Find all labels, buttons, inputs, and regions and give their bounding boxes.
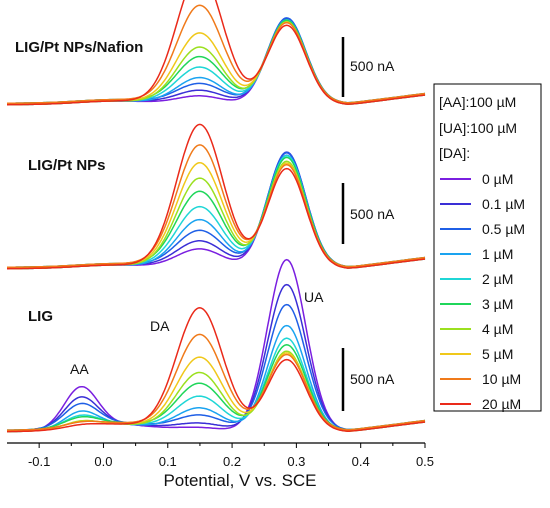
- legend-entry-label: 0.5 µM: [482, 221, 525, 237]
- legend-entry-label: 5 µM: [482, 346, 513, 362]
- legend-entry-label: 10 µM: [482, 371, 521, 387]
- series-line-20uM: [7, 307, 426, 433]
- scale-bar-label: 500 nA: [350, 58, 395, 74]
- panel-curves: [6, 258, 426, 433]
- legend-entry-label: 0 µM: [482, 171, 513, 187]
- panel-lig-pt-nps-nafion: LIG/Pt NPs/Nafion 500 nA: [7, 0, 426, 106]
- panel-curves: [7, 0, 426, 106]
- series-line-10uM: [7, 333, 426, 431]
- legend-entry-label: 0.1 µM: [482, 196, 525, 212]
- legend-entry-label: 3 µM: [482, 296, 513, 312]
- series-line-3uM: [7, 344, 426, 431]
- series-line-20uM: [7, 123, 426, 270]
- legend-entries: 0 µM 0.1 µM 0.5 µM 1 µM 2 µM 3 µM 4 µM 5 µM 10 µ…: [440, 171, 525, 412]
- panel-curves: [7, 123, 426, 270]
- peak-label-ua: UA: [304, 289, 324, 305]
- panel-title: LIG/Pt NPs: [28, 157, 106, 174]
- scale-bar-label: 500 nA: [350, 371, 395, 387]
- legend-header-ua: [UA]:100 µM: [439, 120, 517, 136]
- panel-lig-pt-nps: LIG/Pt NPs 500 nA: [7, 123, 426, 270]
- x-axis: -0.1 0.0 0.1 0.2 0.3 0.4 0.5 Potential, V vs. …: [7, 442, 434, 490]
- legend-entry-label: 20 µM: [482, 396, 521, 412]
- x-tick-label: 0.1: [159, 454, 177, 469]
- legend-entry-label: 4 µM: [482, 321, 513, 337]
- legend-entry-label: 2 µM: [482, 271, 513, 287]
- x-tick-label: 0.2: [223, 454, 241, 469]
- legend-header-aa: [AA]:100 µM: [439, 94, 516, 110]
- panel-lig: LIG AA DA UA 500 nA: [6, 258, 426, 433]
- series-line-0uM: [7, 258, 426, 433]
- legend-frame: [433, 83, 542, 412]
- legend: [AA]:100 µM [UA]:100 µM [DA]: 0 µM 0.1 µM…: [433, 83, 542, 412]
- peak-label-aa: AA: [70, 361, 89, 377]
- x-axis-label: Potential, V vs. SCE: [163, 471, 316, 490]
- legend-header-da: [DA]:: [439, 145, 470, 161]
- x-tick-label: 0.5: [416, 454, 434, 469]
- panel-title: LIG/Pt NPs/Nafion: [15, 39, 143, 56]
- scale-bar-label: 500 nA: [350, 206, 395, 222]
- legend-entry-label: 1 µM: [482, 246, 513, 262]
- peak-label-da: DA: [150, 318, 170, 334]
- panel-title: LIG: [28, 308, 53, 325]
- series-line-10uM: [7, 4, 426, 104]
- x-tick-label: 0.0: [94, 454, 112, 469]
- x-ticks: -0.1 0.0 0.1 0.2 0.3 0.4 0.5: [28, 443, 434, 469]
- series-line-10uM: [7, 144, 426, 268]
- series-line-20uM: [7, 0, 426, 106]
- x-tick-label: 0.4: [352, 454, 370, 469]
- x-tick-label: 0.3: [287, 454, 305, 469]
- x-tick-label: -0.1: [28, 454, 50, 469]
